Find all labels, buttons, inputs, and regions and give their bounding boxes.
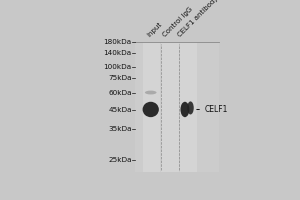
Ellipse shape (181, 102, 189, 117)
Bar (143, 42, 160, 172)
Text: Input: Input (146, 21, 164, 38)
Text: 25kDa: 25kDa (108, 157, 132, 163)
Text: CELF1: CELF1 (197, 105, 228, 114)
Text: 60kDa: 60kDa (108, 90, 132, 96)
Text: Control IgG: Control IgG (162, 6, 194, 38)
Bar (180, 42, 197, 172)
Text: 140kDa: 140kDa (103, 50, 132, 56)
Ellipse shape (145, 91, 157, 94)
Ellipse shape (142, 102, 159, 117)
Bar (135, 42, 219, 172)
Text: CELF1 antibody: CELF1 antibody (177, 0, 220, 38)
Bar (161, 42, 179, 172)
Text: 75kDa: 75kDa (108, 75, 132, 81)
Text: 180kDa: 180kDa (103, 39, 132, 45)
Text: 100kDa: 100kDa (103, 64, 132, 70)
Text: 35kDa: 35kDa (108, 126, 132, 132)
Ellipse shape (187, 101, 194, 114)
Text: 45kDa: 45kDa (108, 107, 132, 113)
